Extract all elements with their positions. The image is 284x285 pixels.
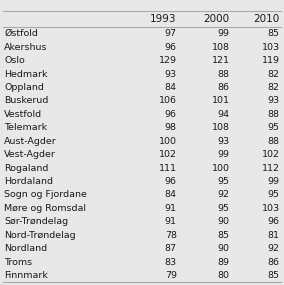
Text: 80: 80: [218, 271, 230, 280]
Text: 95: 95: [218, 204, 230, 213]
Text: 99: 99: [218, 29, 230, 38]
Text: Akershus: Akershus: [4, 43, 48, 52]
Text: Rogaland: Rogaland: [4, 164, 49, 172]
Text: 108: 108: [212, 43, 230, 52]
Text: 91: 91: [165, 204, 177, 213]
Text: 106: 106: [159, 96, 177, 105]
Text: 78: 78: [165, 231, 177, 240]
Text: 87: 87: [165, 244, 177, 253]
Text: 94: 94: [218, 110, 230, 119]
Text: Hedmark: Hedmark: [4, 70, 48, 79]
Text: 92: 92: [218, 190, 230, 200]
Text: 129: 129: [159, 56, 177, 65]
Text: 88: 88: [268, 137, 280, 146]
Text: Vestfold: Vestfold: [4, 110, 42, 119]
Text: 91: 91: [165, 217, 177, 226]
Text: Hordaland: Hordaland: [4, 177, 53, 186]
Text: 103: 103: [262, 43, 280, 52]
Text: 90: 90: [218, 244, 230, 253]
Text: 83: 83: [165, 258, 177, 266]
Text: 90: 90: [218, 217, 230, 226]
Text: 85: 85: [268, 271, 280, 280]
Text: 86: 86: [268, 258, 280, 266]
Text: 82: 82: [268, 70, 280, 79]
Text: Buskerud: Buskerud: [4, 96, 49, 105]
Text: 98: 98: [165, 123, 177, 132]
Text: 100: 100: [159, 137, 177, 146]
Text: 100: 100: [212, 164, 230, 172]
Text: 93: 93: [268, 96, 280, 105]
Text: Vest-Agder: Vest-Agder: [4, 150, 56, 159]
Text: 85: 85: [218, 231, 230, 240]
Text: 89: 89: [218, 258, 230, 266]
Text: Nord-Trøndelag: Nord-Trøndelag: [4, 231, 76, 240]
Text: 84: 84: [165, 190, 177, 200]
Text: 92: 92: [268, 244, 280, 253]
Text: 102: 102: [159, 150, 177, 159]
Text: 99: 99: [218, 150, 230, 159]
Text: Oppland: Oppland: [4, 83, 44, 92]
Text: 1993: 1993: [150, 14, 177, 24]
Text: Østfold: Østfold: [4, 29, 38, 38]
Text: 108: 108: [212, 123, 230, 132]
Text: Oslo: Oslo: [4, 56, 25, 65]
Text: 102: 102: [262, 150, 280, 159]
Text: 99: 99: [268, 177, 280, 186]
Text: 96: 96: [165, 43, 177, 52]
Text: 121: 121: [212, 56, 230, 65]
Text: 93: 93: [218, 137, 230, 146]
Text: 88: 88: [218, 70, 230, 79]
Text: Nordland: Nordland: [4, 244, 47, 253]
Text: 111: 111: [159, 164, 177, 172]
Text: 2010: 2010: [254, 14, 280, 24]
Text: 86: 86: [218, 83, 230, 92]
Text: Finnmark: Finnmark: [4, 271, 48, 280]
Text: Troms: Troms: [4, 258, 32, 266]
Text: 93: 93: [165, 70, 177, 79]
Text: Telemark: Telemark: [4, 123, 47, 132]
Text: 101: 101: [212, 96, 230, 105]
Bar: [3, 11, 281, 27]
Text: 103: 103: [262, 204, 280, 213]
Text: 82: 82: [268, 83, 280, 92]
Text: 95: 95: [268, 123, 280, 132]
Text: 2000: 2000: [204, 14, 230, 24]
Text: 97: 97: [165, 29, 177, 38]
Text: 96: 96: [165, 177, 177, 186]
Text: 119: 119: [262, 56, 280, 65]
Text: Sogn og Fjordane: Sogn og Fjordane: [4, 190, 87, 200]
Text: Sør-Trøndelag: Sør-Trøndelag: [4, 217, 68, 226]
Text: 88: 88: [268, 110, 280, 119]
Text: 96: 96: [165, 110, 177, 119]
Text: Aust-Agder: Aust-Agder: [4, 137, 57, 146]
Text: 79: 79: [165, 271, 177, 280]
Text: Møre og Romsdal: Møre og Romsdal: [4, 204, 86, 213]
Text: 81: 81: [268, 231, 280, 240]
Text: 96: 96: [268, 217, 280, 226]
Text: 95: 95: [268, 190, 280, 200]
Text: 112: 112: [262, 164, 280, 172]
Text: 95: 95: [218, 177, 230, 186]
Text: 84: 84: [165, 83, 177, 92]
Text: 85: 85: [268, 29, 280, 38]
